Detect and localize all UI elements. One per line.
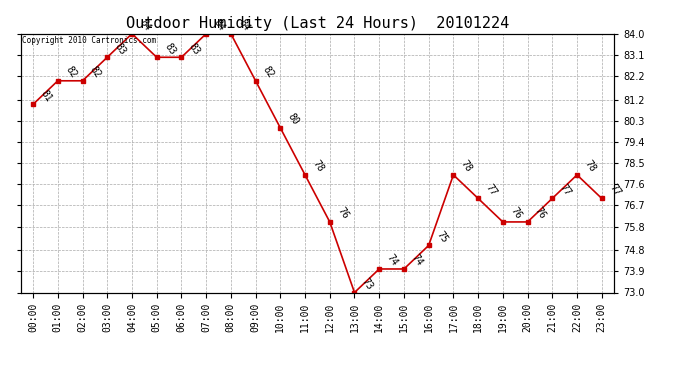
Text: 73: 73 (360, 276, 375, 292)
Text: 83: 83 (112, 41, 128, 57)
Text: 81: 81 (39, 88, 54, 104)
Text: 77: 77 (607, 182, 622, 198)
Text: 74: 74 (409, 253, 424, 268)
Text: 74: 74 (385, 253, 400, 268)
Text: 84: 84 (237, 18, 251, 33)
Text: Copyright 2010 Cartronics.com: Copyright 2010 Cartronics.com (22, 36, 156, 45)
Text: 77: 77 (484, 182, 499, 198)
Text: 76: 76 (335, 206, 351, 221)
Text: 80: 80 (286, 112, 301, 127)
Text: 82: 82 (63, 64, 78, 80)
Text: 78: 78 (582, 159, 598, 174)
Text: 76: 76 (533, 206, 548, 221)
Text: 82: 82 (261, 64, 276, 80)
Text: 75: 75 (434, 230, 449, 244)
Text: 84: 84 (137, 18, 152, 33)
Text: 77: 77 (558, 182, 573, 198)
Text: 83: 83 (162, 41, 177, 57)
Text: 82: 82 (88, 64, 103, 80)
Title: Outdoor Humidity (Last 24 Hours)  20101224: Outdoor Humidity (Last 24 Hours) 2010122… (126, 16, 509, 31)
Text: 84: 84 (212, 18, 226, 33)
Text: 78: 78 (310, 159, 326, 174)
Text: 76: 76 (509, 206, 523, 221)
Text: 83: 83 (187, 41, 202, 57)
Text: 78: 78 (459, 159, 474, 174)
